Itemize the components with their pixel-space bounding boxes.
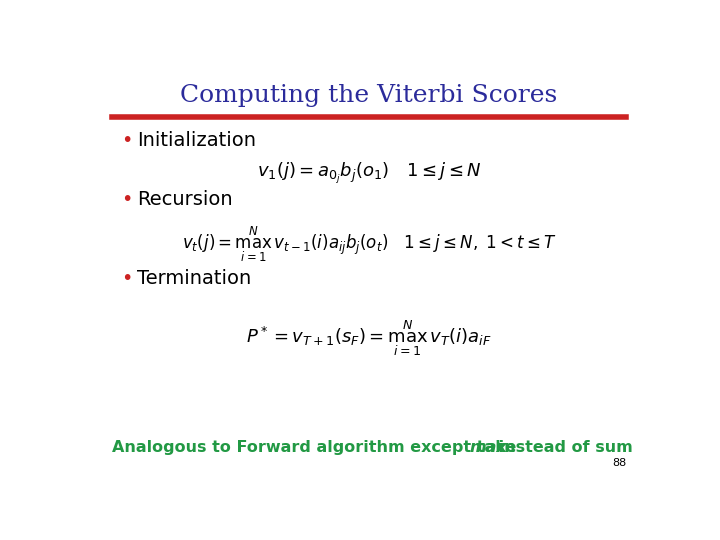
Text: $v_1(j) = a_{0_j}b_j(o_1) \quad 1 \leq j \leq N$: $v_1(j) = a_{0_j}b_j(o_1) \quad 1 \leq j… (256, 160, 482, 186)
Text: Analogous to Forward algorithm except take: Analogous to Forward algorithm except ta… (112, 440, 522, 455)
Text: max: max (469, 440, 507, 455)
Text: 88: 88 (613, 458, 627, 468)
Text: instead of sum: instead of sum (493, 440, 633, 455)
Text: •: • (121, 190, 132, 208)
Text: Termination: Termination (138, 268, 252, 287)
Text: Computing the Viterbi Scores: Computing the Viterbi Scores (181, 84, 557, 106)
Text: Initialization: Initialization (138, 131, 256, 150)
Text: Recursion: Recursion (138, 190, 233, 208)
Text: $v_t(j) = \underset{i=1}{\overset{N}{\max}}\, v_{t-1}(i)a_{ij}b_j(o_t) \quad 1 \: $v_t(j) = \underset{i=1}{\overset{N}{\ma… (181, 225, 557, 264)
Text: $P^* = v_{T+1}(s_F) = \underset{i=1}{\overset{N}{\max}}\, v_T(i)a_{iF}$: $P^* = v_{T+1}(s_F) = \underset{i=1}{\ov… (246, 319, 492, 358)
Text: •: • (121, 131, 132, 150)
Text: •: • (121, 268, 132, 287)
